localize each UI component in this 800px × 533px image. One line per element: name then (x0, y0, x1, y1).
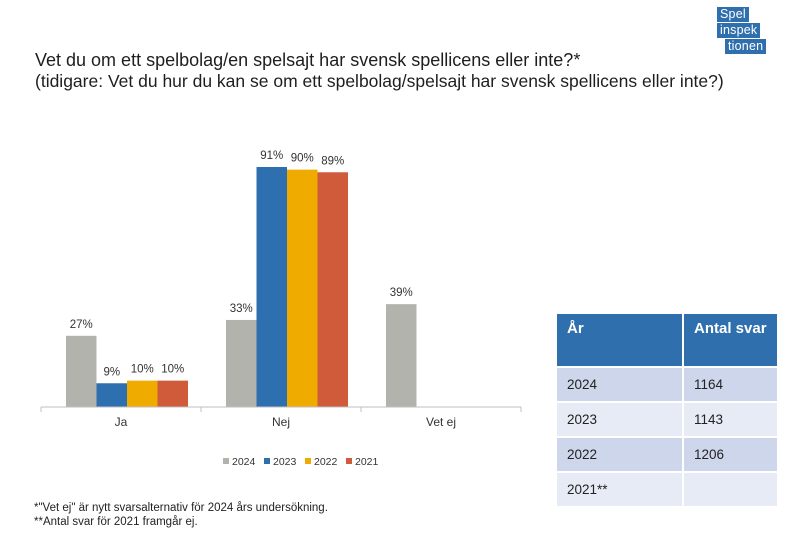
legend-swatch-2023 (264, 458, 270, 464)
table-cell-count: 1206 (683, 436, 777, 472)
category-label: Nej (272, 415, 290, 429)
chart-title: Vet du om ett spelbolag/en spelsajt har … (35, 50, 755, 92)
table-row: 2022 1206 (557, 436, 777, 472)
bar-2022-nej (287, 169, 318, 407)
legend-swatch-2024 (223, 458, 229, 464)
legend-label: 2021 (355, 456, 379, 468)
logo-line-1: Spel (717, 7, 749, 22)
logo-line-2: inspek (717, 23, 761, 38)
legend-label: 2022 (314, 456, 338, 468)
data-label: 33% (230, 303, 253, 315)
chart-title-main: Vet du om ett spelbolag/en spelsajt har … (35, 50, 581, 70)
category-label: Ja (115, 415, 128, 429)
footnote-1: *"Vet ej" är nytt svarsalternativ för 20… (34, 502, 328, 514)
data-label: 27% (70, 319, 93, 331)
logo: Spel inspek tionen (717, 7, 789, 57)
footnote-2: **Antal svar för 2021 framgår ej. (34, 516, 198, 528)
data-label: 10% (161, 364, 184, 376)
logo-line-3: tionen (725, 39, 767, 54)
table-row: 2024 1164 (557, 366, 777, 402)
table-cell-count: 1143 (683, 401, 777, 437)
bar-2021-ja (157, 380, 188, 407)
bar-2024-vet-ej (386, 304, 417, 407)
table-row: 2021** (557, 471, 777, 506)
data-label: 10% (131, 364, 154, 376)
bar-2023-ja (96, 383, 127, 407)
table-cell-year: 2022 (557, 436, 684, 472)
responses-table: År Antal svar 2024 1164 2023 1143 2022 1… (557, 314, 777, 506)
table-cell-count (683, 471, 777, 506)
chart-title-sub: (tidigare: Vet du hur du kan se om ett s… (35, 71, 724, 91)
table-cell-year: 2023 (557, 401, 684, 437)
bar-2022-ja (127, 380, 158, 407)
legend-swatch-2021 (346, 458, 352, 464)
table-cell-year: 2024 (557, 366, 684, 402)
table-header-year: År (557, 314, 684, 367)
table-row: 2023 1143 (557, 401, 777, 437)
category-label: Vet ej (426, 415, 456, 429)
bar-2021-nej (317, 172, 348, 407)
bar-2024-ja (66, 335, 97, 407)
data-label: 39% (390, 287, 413, 299)
legend-label: 2024 (232, 456, 256, 468)
legend-swatch-2022 (305, 458, 311, 464)
table-cell-year: 2021** (557, 471, 684, 506)
table-cell-count: 1164 (683, 366, 777, 402)
data-label: 91% (260, 150, 283, 162)
bar-2023-nej (256, 167, 287, 407)
data-label: 9% (103, 366, 120, 378)
data-label: 90% (291, 153, 314, 165)
bar-2024-nej (226, 319, 257, 407)
data-label: 89% (321, 155, 344, 167)
footnotes: *"Vet ej" är nytt svarsalternativ för 20… (34, 501, 328, 529)
table-header-count: Antal svar (683, 314, 777, 367)
legend-label: 2023 (273, 456, 297, 468)
